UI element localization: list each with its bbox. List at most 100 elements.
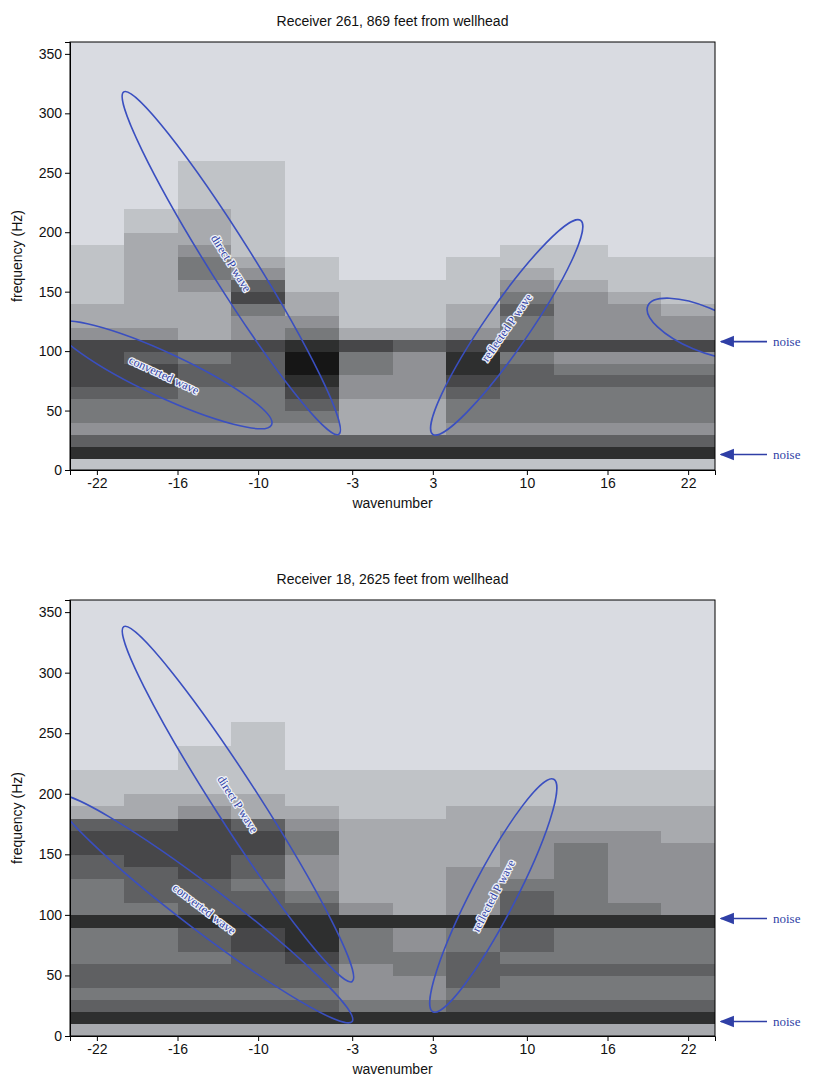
tick-mark — [65, 113, 70, 114]
cell — [124, 975, 178, 988]
cell — [231, 830, 285, 843]
cell — [446, 1012, 500, 1025]
cell — [285, 842, 339, 855]
cell — [231, 975, 285, 988]
cell — [178, 951, 232, 964]
cell — [393, 446, 447, 458]
cell — [285, 161, 339, 185]
cell — [231, 624, 285, 649]
cell — [124, 1000, 178, 1013]
cell — [608, 842, 662, 855]
cell — [500, 113, 554, 137]
cell — [285, 648, 339, 673]
tick-mark — [65, 1036, 70, 1037]
cell — [661, 818, 715, 831]
tick: 200 — [39, 224, 70, 240]
cell — [554, 939, 608, 952]
cell — [70, 244, 124, 256]
cell — [285, 446, 339, 458]
tick-label: 250 — [39, 725, 63, 741]
cell — [124, 268, 178, 280]
cell — [178, 963, 232, 976]
cell — [608, 399, 662, 411]
cell — [661, 963, 715, 976]
cell — [554, 399, 608, 411]
cell — [70, 446, 124, 458]
cell — [285, 339, 339, 351]
cell — [285, 697, 339, 722]
cell — [285, 351, 339, 363]
cell — [500, 1012, 554, 1025]
cell — [393, 244, 447, 256]
region-outline — [70, 779, 366, 1036]
marker-arrow — [721, 1021, 767, 1023]
cell — [70, 903, 124, 916]
cell — [393, 292, 447, 304]
cell — [554, 721, 608, 746]
cell — [554, 806, 608, 819]
cell — [608, 697, 662, 722]
cell — [608, 806, 662, 819]
cell — [70, 90, 124, 114]
cell — [608, 304, 662, 316]
cell — [339, 113, 393, 137]
cell — [285, 1000, 339, 1013]
cell — [393, 697, 447, 722]
cell — [70, 327, 124, 339]
cell — [285, 244, 339, 256]
cell — [70, 866, 124, 879]
tick: 3 — [429, 1036, 437, 1057]
cell — [608, 915, 662, 928]
cell — [393, 161, 447, 185]
tick: 0 — [54, 1028, 70, 1044]
cell — [393, 304, 447, 316]
cell — [554, 161, 608, 185]
cell — [554, 866, 608, 879]
cell — [500, 185, 554, 209]
cell — [608, 939, 662, 952]
cell — [500, 458, 554, 470]
cell — [178, 280, 232, 292]
cell — [339, 854, 393, 867]
region-outline — [105, 80, 357, 446]
cell — [446, 794, 500, 807]
cell — [608, 963, 662, 976]
cell — [661, 745, 715, 770]
cell — [554, 256, 608, 268]
cell — [124, 866, 178, 879]
cell — [554, 745, 608, 770]
cell — [178, 648, 232, 673]
cell — [124, 399, 178, 411]
cell — [124, 818, 178, 831]
cell — [231, 387, 285, 399]
cell — [393, 939, 447, 952]
cell — [554, 292, 608, 304]
cell — [70, 697, 124, 722]
cell — [285, 1024, 339, 1036]
plot-area — [70, 600, 715, 1036]
cell — [231, 600, 285, 625]
cell — [554, 90, 608, 114]
cell — [70, 927, 124, 940]
cell — [608, 951, 662, 964]
cell — [178, 624, 232, 649]
tick-mark — [65, 173, 70, 174]
cell — [608, 363, 662, 375]
tick: 16 — [600, 1036, 616, 1057]
cell — [124, 458, 178, 470]
cell — [661, 927, 715, 940]
cell — [285, 137, 339, 161]
cell — [608, 387, 662, 399]
tick: 50 — [46, 967, 70, 983]
cell — [446, 161, 500, 185]
cell — [554, 411, 608, 423]
tick-mark — [65, 975, 70, 976]
tick: -22 — [87, 470, 107, 491]
cell — [554, 648, 608, 673]
cell — [446, 42, 500, 66]
cell — [393, 339, 447, 351]
cell — [500, 697, 554, 722]
cell — [178, 363, 232, 375]
cell — [608, 351, 662, 363]
cell — [339, 375, 393, 387]
